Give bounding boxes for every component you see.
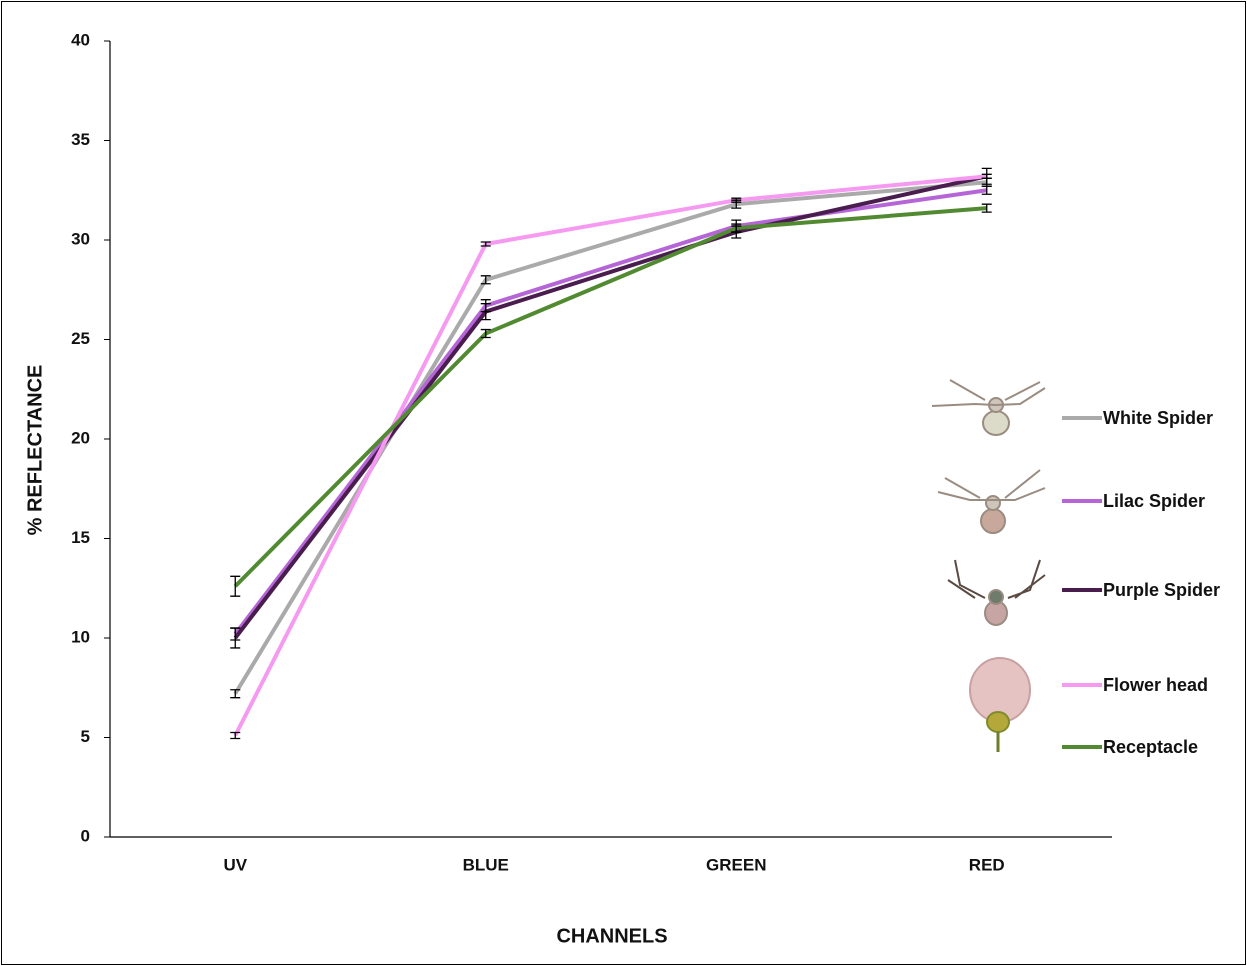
error-bar	[230, 731, 241, 740]
x-tick-label: BLUE	[463, 855, 509, 874]
legend-label: Receptacle	[1103, 737, 1198, 757]
series-line	[233, 206, 987, 588]
error-bar	[480, 303, 491, 321]
error-bar	[230, 627, 241, 649]
y-tick-label: 10	[71, 627, 90, 646]
y-axis-title: % REFLECTANCE	[24, 365, 46, 536]
x-tick-label: GREEN	[706, 855, 766, 874]
legend-label: Lilac Spider	[1103, 491, 1205, 511]
legend-label: Purple Spider	[1103, 580, 1220, 600]
x-axis-title: CHANNELS	[556, 925, 667, 947]
error-bar	[480, 275, 491, 285]
y-tick-label: 20	[71, 428, 90, 447]
error-bar	[230, 575, 241, 597]
error-bar	[480, 328, 491, 339]
y-tick-label: 5	[81, 727, 90, 746]
x-tick-label: RED	[969, 855, 1005, 874]
series-line	[233, 174, 988, 640]
error-bar	[981, 173, 992, 179]
error-bar	[480, 241, 491, 247]
y-tick-label: 15	[71, 528, 90, 547]
series-line	[233, 180, 987, 695]
error-bar	[981, 203, 992, 213]
y-tick-label: 40	[71, 30, 90, 49]
legend-label: Flower head	[1103, 675, 1208, 695]
series-line	[233, 174, 987, 737]
y-tick-label: 30	[71, 229, 90, 248]
error-bar	[731, 223, 742, 233]
y-tick-label: 25	[71, 329, 90, 348]
error-bar	[230, 689, 241, 699]
y-tick-label: 35	[71, 130, 90, 149]
error-bar	[731, 197, 742, 203]
error-bar	[981, 185, 992, 195]
series-line	[233, 188, 988, 636]
y-tick-label: 0	[81, 826, 90, 845]
x-tick-label: UV	[223, 855, 247, 874]
spider-icons	[931, 379, 1046, 752]
legend-label: White Spider	[1103, 408, 1213, 428]
